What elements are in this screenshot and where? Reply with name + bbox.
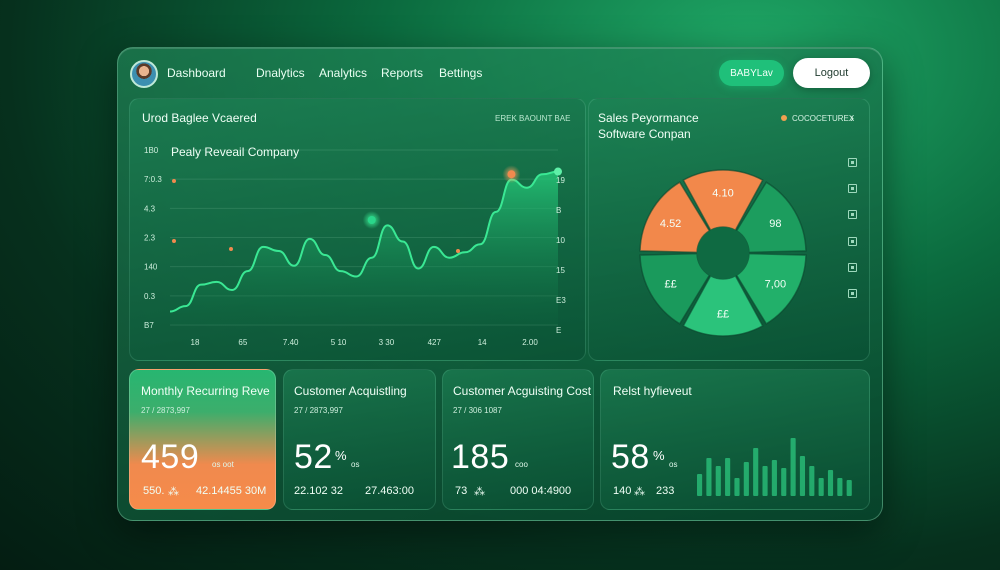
card-value: 52 bbox=[294, 438, 333, 476]
card-footer-left: 550. bbox=[143, 485, 165, 497]
primary-button[interactable]: BABYLav bbox=[719, 60, 784, 86]
list-toggle-icon[interactable] bbox=[848, 263, 857, 272]
card-footer-left: 73 bbox=[455, 485, 468, 497]
card-subtitle: 27 / 2873,997 bbox=[294, 406, 343, 415]
logout-button[interactable]: Logout bbox=[793, 58, 870, 88]
user-avatar[interactable] bbox=[130, 60, 158, 88]
card-title: Relst hyfieveut bbox=[613, 384, 692, 398]
list-toggle-icon[interactable] bbox=[848, 184, 857, 193]
kpi-card-mrr[interactable] bbox=[129, 369, 276, 510]
list-toggle-icon[interactable] bbox=[848, 210, 857, 219]
chart-right-label: EREK BAOUNT BAE bbox=[495, 114, 571, 123]
card-value: 58 bbox=[611, 438, 650, 476]
list-toggle-icon[interactable] bbox=[848, 289, 857, 298]
card-value: 185 bbox=[451, 438, 510, 476]
card-title: Monthly Recurring Reve bbox=[141, 384, 270, 398]
card-footer-right: 000 04:4900 bbox=[510, 485, 572, 497]
card-subtitle: 27 / 2873,997 bbox=[141, 406, 190, 415]
card-title: Customer Acguisting Cost bbox=[453, 384, 592, 398]
card-percent: % bbox=[653, 448, 665, 463]
chart-subtitle: Pealy Reveail Company bbox=[171, 145, 300, 159]
card-footer-right: 233 bbox=[656, 485, 675, 497]
card-unit: os oot bbox=[212, 460, 234, 469]
card-unit: coo bbox=[515, 460, 528, 469]
nav-dnalytics[interactable]: Dnalytics bbox=[256, 66, 305, 80]
card-footer-right: 27.463:00 bbox=[365, 485, 414, 497]
card-unit: os bbox=[351, 460, 360, 469]
pie-title-line1: Sales Peyormance bbox=[598, 111, 699, 125]
card-value: 459 bbox=[141, 438, 200, 476]
sparkle-icon: ⁂ bbox=[474, 486, 485, 498]
nav-settings[interactable]: Bettings bbox=[439, 66, 483, 80]
card-subtitle: 27 / 306 1087 bbox=[453, 406, 502, 415]
kpi-card-acquisition[interactable] bbox=[283, 369, 436, 510]
pie-title-line2: Software Conpan bbox=[598, 127, 691, 141]
card-percent: % bbox=[335, 448, 347, 463]
list-toggle-icon[interactable] bbox=[848, 237, 857, 246]
card-title: Customer Acquistling bbox=[294, 384, 407, 398]
card-footer-left: 22.102 32 bbox=[294, 485, 343, 497]
card-footer-right: 42.14455 30M bbox=[196, 485, 267, 497]
nav-analytics[interactable]: Analytics bbox=[319, 66, 368, 80]
pie-legend-label: COCOCETUREX bbox=[792, 114, 855, 123]
sparkle-icon: ⁂ bbox=[634, 486, 645, 498]
revenue-chart-panel bbox=[129, 98, 586, 361]
chevron-right-icon[interactable]: › bbox=[850, 111, 854, 125]
chart-title: Urod Baglee Vcaered bbox=[142, 111, 257, 125]
card-unit: os bbox=[669, 460, 678, 469]
list-toggle-icon[interactable] bbox=[848, 158, 857, 167]
nav-dashboard[interactable]: Dashboard bbox=[167, 66, 226, 80]
card-footer-left: 140 bbox=[613, 485, 632, 497]
legend-dot bbox=[781, 115, 787, 121]
nav-reports[interactable]: Reports bbox=[381, 66, 424, 80]
kpi-card-acquisition-cost[interactable] bbox=[442, 369, 594, 510]
sparkle-icon: ⁂ bbox=[168, 486, 179, 498]
